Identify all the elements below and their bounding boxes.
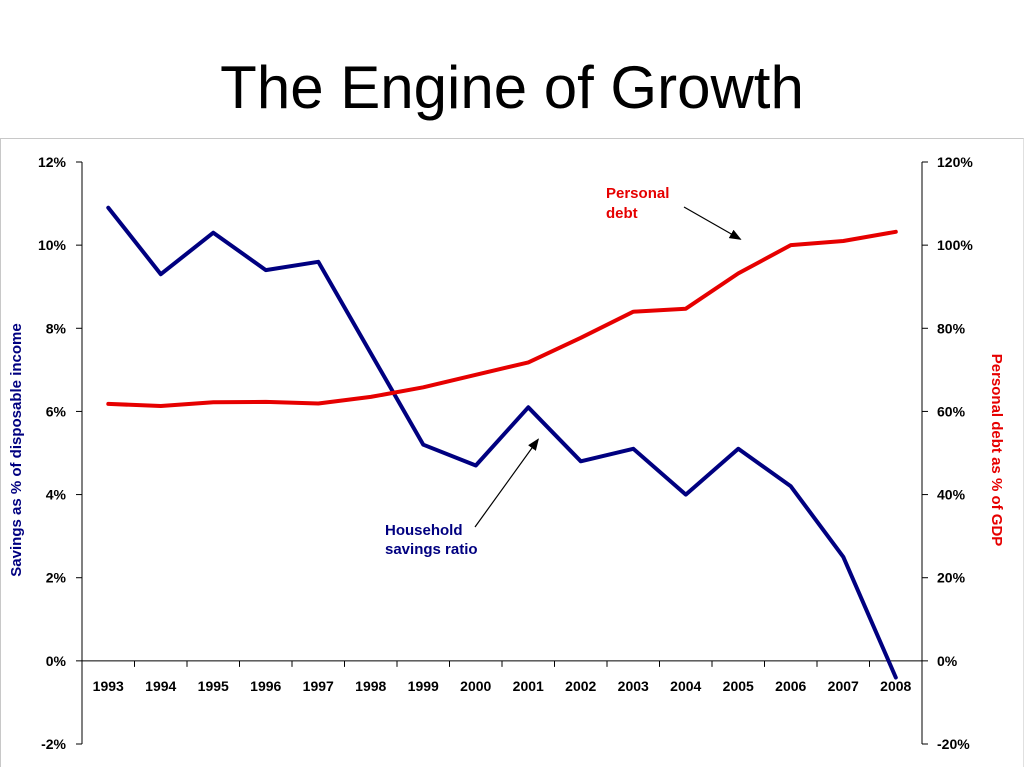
chart-labels: -2% 0% 2% 4% 6% 8% 10% 12% -20% 0% 20% 40% 60% 80% 100…: [8, 154, 1005, 752]
left-tick-label: 2%: [46, 570, 67, 586]
slide-title: The Engine of Growth: [220, 54, 804, 121]
x-tick-label: 2002: [565, 678, 596, 694]
right-tick-label: 80%: [937, 320, 966, 336]
left-tick-label: 10%: [38, 237, 67, 253]
right-tick-label: 0%: [937, 653, 958, 669]
left-tick-label: 12%: [38, 154, 67, 170]
left-axis-title: Savings as % of disposable income: [8, 323, 25, 576]
annotation-arrow-savings: [474, 438, 539, 528]
savings-ratio-line: [106, 205, 898, 680]
annotation-personal-debt-line1: Personal: [606, 185, 669, 202]
x-tick-label: 2004: [670, 678, 701, 694]
right-tick-label: 100%: [937, 237, 973, 253]
x-tick-label: 1999: [408, 678, 439, 694]
right-tick-label: -20%: [937, 736, 970, 752]
x-tick-label: 2001: [513, 678, 544, 694]
x-tick-label: 1995: [198, 678, 229, 694]
x-tick-label: 1994: [145, 678, 176, 694]
right-tick-label: 120%: [937, 154, 973, 170]
annotation-savings-line2: savings ratio: [385, 541, 478, 558]
x-tick-label: 2005: [723, 678, 754, 694]
x-tick-label: 2003: [618, 678, 649, 694]
personal-debt-line: [106, 229, 898, 408]
left-tick-label: 4%: [46, 487, 67, 503]
x-tick-label: 1997: [303, 678, 334, 694]
x-tick-label: 2008: [880, 678, 911, 694]
left-tick-label: -2%: [41, 736, 66, 752]
right-tick-label: 20%: [937, 570, 966, 586]
x-tick-label: 1996: [250, 678, 281, 694]
chart-axes: [76, 161, 928, 745]
annotation-arrow-debt: [683, 206, 742, 240]
left-tick-label: 0%: [46, 653, 67, 669]
chart-series: [106, 205, 898, 680]
x-tick-label: 1998: [355, 678, 386, 694]
right-tick-label: 60%: [937, 403, 966, 419]
left-tick-label: 6%: [46, 403, 67, 419]
right-axis-title: Personal debt as % of GDP: [988, 354, 1005, 547]
x-tick-label: 1993: [93, 678, 124, 694]
x-tick-label: 2007: [828, 678, 859, 694]
x-tick-label: 2000: [460, 678, 491, 694]
right-tick-label: 40%: [937, 487, 966, 503]
x-tick-label: 2006: [775, 678, 806, 694]
annotation-savings-line1: Household: [385, 522, 463, 539]
left-tick-label: 8%: [46, 320, 67, 336]
annotation-personal-debt-line2: debt: [606, 205, 638, 222]
